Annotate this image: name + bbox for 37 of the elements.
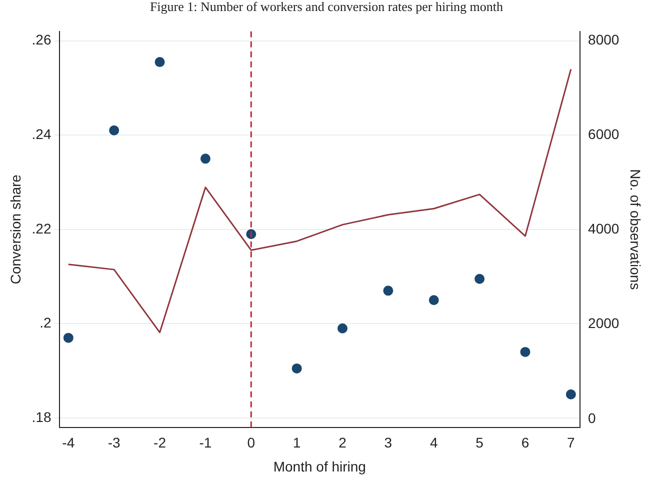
y-tick-label: .24 [32, 126, 52, 142]
x-tick-label: -3 [108, 434, 121, 451]
y2-tick-label: 0 [588, 410, 596, 426]
x-tick-label: 1 [292, 434, 301, 451]
y-tick-label: .2 [40, 314, 52, 331]
point [154, 57, 165, 68]
y2-tick-label: 6000 [588, 126, 620, 142]
point [383, 286, 394, 296]
point [200, 154, 210, 164]
y2-tick-label: 4000 [588, 220, 620, 237]
y2-tick-label: 2000 [588, 315, 620, 332]
point [338, 323, 348, 334]
x-tick-label: 5 [476, 434, 484, 451]
x-tick-label: -2 [154, 434, 166, 451]
x-tick-label: 4 [430, 434, 438, 451]
point [520, 346, 530, 357]
x-tick-label: 6 [521, 434, 530, 451]
point [63, 332, 74, 343]
y-tick-label: .26 [32, 32, 52, 48]
point [474, 274, 485, 284]
point [292, 363, 302, 374]
point [109, 125, 120, 136]
x-tick-label: 7 [567, 434, 576, 451]
y-tick-label: .22 [32, 220, 52, 236]
x-axis-title: Month of hiring [273, 458, 366, 474]
x-tick-label: 2 [338, 434, 347, 451]
chart-title: Figure 1: Number of workers and conversion rates per hiring month [148, 0, 504, 16]
y-tick-label: .18 [32, 408, 52, 425]
y2-axis-title: No. of observations [628, 169, 644, 290]
x-tick-label: 3 [384, 434, 392, 451]
x-tick-label: -1 [199, 434, 212, 451]
y2-tick-label: 8000 [588, 32, 620, 48]
point [566, 389, 576, 400]
y-axis-title: Conversion share [7, 174, 24, 284]
point [428, 295, 439, 306]
x-tick-label: 0 [247, 434, 256, 451]
x-tick-label: -4 [62, 434, 75, 451]
